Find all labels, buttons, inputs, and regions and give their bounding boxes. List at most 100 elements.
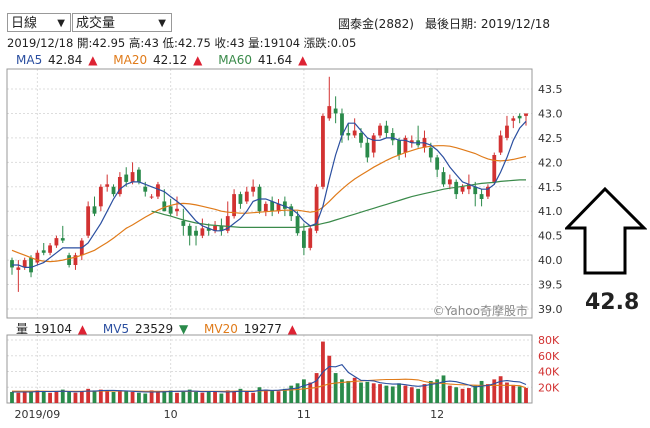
candle-body (486, 186, 490, 197)
candle-body (41, 250, 46, 253)
volume-bar (473, 385, 478, 403)
price-plot-border (6, 68, 533, 319)
volume-bar (378, 384, 382, 403)
volume-bar (403, 385, 408, 403)
candle-body (130, 172, 135, 182)
candle-body (460, 186, 465, 192)
up-arrow-icon: ▲ (77, 322, 88, 336)
down-arrow-icon: ▼ (178, 322, 189, 336)
candle-body (168, 206, 173, 214)
candle-body (397, 140, 401, 155)
volume-bar (282, 388, 287, 403)
candle-body (149, 196, 154, 198)
candle-body (200, 228, 205, 236)
mv5-value: 23529 (134, 322, 174, 336)
volume-bar (301, 379, 306, 403)
volume-bar (251, 392, 256, 403)
volume-series (10, 341, 528, 403)
period-select[interactable]: 日線 ▼ (7, 13, 71, 32)
candle-body (422, 137, 427, 148)
up-arrow-icon: ▲ (88, 53, 98, 67)
quote-line: 2019/12/18 開:42.95 高:43 低:42.75 收:43 量:1… (7, 36, 357, 50)
candle-body (10, 260, 14, 268)
volume-bar (213, 391, 217, 403)
candle-body (29, 257, 33, 273)
ma-legend: MA5 42.84 ▲ MA20 42.12 ▲ MA60 41.64 ▲ (16, 53, 309, 67)
watermark: ©Yahoo奇摩股市 (433, 303, 528, 318)
volume-bar (492, 379, 497, 403)
candle-body (454, 181, 459, 195)
volume-bar (422, 384, 427, 403)
candle-body (175, 208, 179, 212)
volume-bar (175, 392, 179, 403)
candle-body (428, 147, 433, 158)
candle-body (181, 221, 186, 226)
volume-bar (498, 376, 503, 403)
candle-body (156, 184, 160, 197)
candle-body (60, 238, 65, 241)
volume-bar (365, 381, 370, 403)
candle-body (511, 118, 516, 121)
volume-bar (524, 387, 528, 403)
volume-bar (409, 387, 414, 403)
candle-body (162, 201, 167, 212)
volume-axis: 80K 60K 40K 20K (538, 334, 560, 394)
volume-bar (67, 391, 72, 403)
candle-body (505, 125, 509, 138)
volume-bar (124, 391, 129, 403)
volume-bar (333, 373, 338, 403)
price-grid (7, 69, 532, 318)
volume-bar (41, 391, 46, 403)
candle-body (238, 194, 243, 204)
volume-bar (130, 391, 135, 403)
volume-bar (117, 390, 122, 403)
candle-body (479, 194, 484, 199)
volume-bar (156, 391, 160, 403)
volume-label: 量 (16, 322, 29, 336)
up-arrow-icon: ▲ (298, 53, 308, 67)
volume-bar (149, 390, 154, 403)
volume-bar (111, 391, 116, 403)
volume-bar (86, 388, 91, 403)
candle-body (54, 238, 59, 246)
volume-bar (466, 388, 471, 403)
volume-bar (206, 391, 211, 403)
price-tick-label: 41.5 (538, 181, 563, 194)
volume-bar (98, 389, 103, 403)
candle-body (314, 186, 319, 231)
indicator-select-value: 成交量 (76, 16, 116, 31)
candle-body (416, 140, 421, 146)
volume-bar (428, 380, 433, 403)
volume-bar (308, 382, 313, 403)
candle-body (187, 225, 192, 236)
volume-bar (263, 389, 268, 403)
ma60-line (151, 179, 526, 228)
candle-body (98, 186, 103, 207)
candle-body (219, 225, 224, 231)
volume-bar (517, 386, 522, 403)
volume-bar (200, 392, 205, 403)
candlestick-series (10, 76, 528, 292)
chevron-down-icon: ▼ (57, 18, 65, 29)
candle-body (365, 142, 370, 158)
volume-bar (447, 385, 452, 403)
volume-bar (359, 382, 363, 403)
candle-body (16, 267, 21, 270)
date-tick-label: 11 (297, 408, 311, 421)
candle-body (73, 255, 78, 265)
volume-bar (276, 391, 281, 403)
candle-body (111, 186, 116, 195)
volume-bar (143, 393, 148, 403)
candle-body (282, 201, 287, 209)
volume-bar (397, 383, 401, 403)
candle-body (308, 228, 313, 248)
mv20-value: 19277 (243, 322, 282, 336)
candle-body (92, 206, 97, 214)
indicator-select[interactable]: 成交量 ▼ (72, 13, 172, 32)
volume-bar (194, 391, 198, 403)
price-tick-label: 43.0 (538, 107, 563, 120)
volume-bar (168, 390, 173, 403)
volume-bar (22, 391, 27, 403)
candle-body (295, 216, 300, 234)
candle-body (346, 133, 351, 136)
